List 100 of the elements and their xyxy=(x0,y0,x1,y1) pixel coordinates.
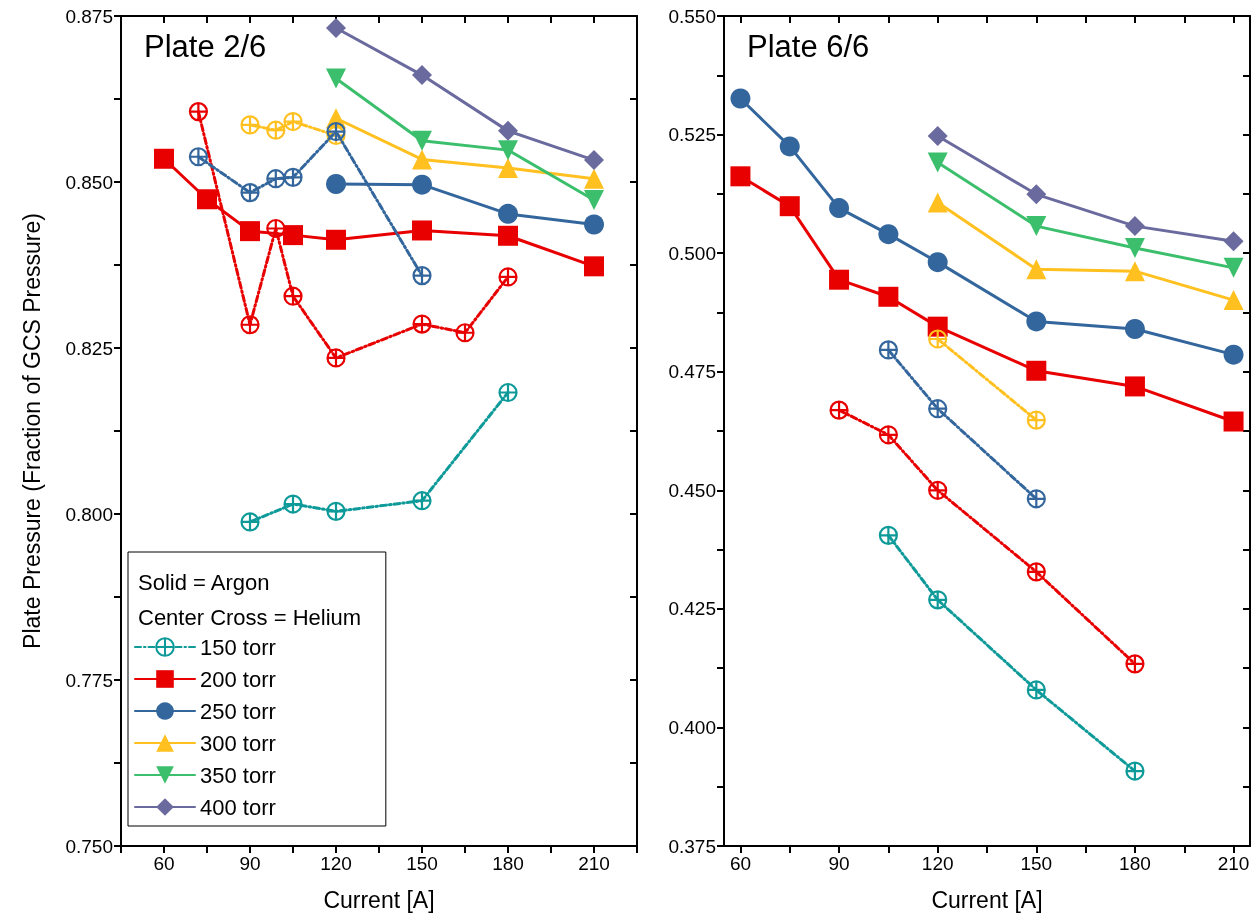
point xyxy=(1026,184,1047,205)
legend-label: 250 torr xyxy=(200,698,276,724)
point xyxy=(1026,216,1047,237)
chart-title: Plate 6/6 xyxy=(747,29,870,64)
legend-label: 200 torr xyxy=(200,666,276,692)
point xyxy=(1026,562,1046,582)
x-tick-label: 210 xyxy=(1217,853,1250,874)
point xyxy=(240,512,260,532)
point xyxy=(412,491,432,511)
y-tick-label: 0.525 xyxy=(668,124,716,146)
y-tick-label: 0.775 xyxy=(65,669,113,691)
point xyxy=(1125,654,1145,674)
y-tick-label: 0.825 xyxy=(65,337,113,359)
point xyxy=(928,329,948,349)
point xyxy=(326,229,346,250)
point xyxy=(927,192,948,213)
point xyxy=(283,225,303,246)
point xyxy=(1026,311,1047,332)
point xyxy=(412,149,432,170)
point xyxy=(326,501,346,521)
x-tick-label: 120 xyxy=(921,853,954,874)
point xyxy=(829,198,850,219)
x-axis-title: Current [A] xyxy=(931,886,1043,913)
point xyxy=(1124,261,1145,282)
point xyxy=(878,286,899,307)
x-tick-label: 180 xyxy=(1119,853,1151,874)
point xyxy=(584,256,604,277)
x-tick-label: 180 xyxy=(492,853,524,874)
point xyxy=(779,196,800,217)
y-axis-title: Plate Pressure (Fraction of GCS Pressure) xyxy=(18,213,45,649)
point xyxy=(1026,360,1047,381)
point xyxy=(412,314,432,334)
point xyxy=(878,525,898,545)
point xyxy=(1124,216,1145,237)
x-axis-title: Current [A] xyxy=(323,886,435,913)
point xyxy=(498,382,518,403)
point xyxy=(829,269,850,290)
point xyxy=(584,168,604,189)
point xyxy=(283,494,303,514)
point xyxy=(283,286,303,306)
point xyxy=(498,225,518,246)
y-tick-label: 0.850 xyxy=(65,171,113,193)
point xyxy=(1026,410,1046,430)
point xyxy=(326,348,346,368)
point xyxy=(878,340,898,360)
x-tick-label: 150 xyxy=(1020,853,1053,874)
point xyxy=(1125,761,1145,781)
point xyxy=(283,111,303,132)
legend-label: 150 torr xyxy=(200,634,276,660)
point xyxy=(240,221,260,242)
point xyxy=(730,166,751,187)
point xyxy=(1223,290,1244,311)
point xyxy=(1223,411,1244,432)
point xyxy=(412,130,432,151)
x-tick-label: 210 xyxy=(578,853,610,874)
x-tick-label: 90 xyxy=(828,853,850,874)
point xyxy=(266,120,286,140)
point xyxy=(878,425,898,445)
point xyxy=(1124,319,1145,340)
y-tick-label: 0.800 xyxy=(65,503,113,525)
point xyxy=(240,115,260,135)
legend-title: Solid = Argon Center Cross = Helium xyxy=(138,570,362,630)
point xyxy=(240,183,260,203)
point xyxy=(326,68,346,89)
x-tick-label: 60 xyxy=(153,853,175,874)
point xyxy=(584,150,604,171)
point xyxy=(779,136,800,157)
x-tick-label: 120 xyxy=(320,853,352,874)
y-tick-label: 0.550 xyxy=(668,5,716,27)
point xyxy=(498,140,518,161)
point xyxy=(1124,376,1145,397)
point xyxy=(1223,257,1244,278)
point xyxy=(188,102,208,122)
point xyxy=(455,323,475,343)
point xyxy=(412,266,432,286)
legend-label: 350 torr xyxy=(200,762,276,788)
point xyxy=(927,152,948,173)
point xyxy=(240,315,260,335)
point xyxy=(188,147,208,167)
x-tick-label: 60 xyxy=(729,853,752,874)
point xyxy=(584,214,604,235)
y-tick-label: 0.475 xyxy=(668,361,716,383)
legend-label: 300 torr xyxy=(200,730,276,756)
legend-label: 400 torr xyxy=(200,794,276,820)
point xyxy=(498,158,518,179)
point xyxy=(829,400,849,420)
point xyxy=(1223,344,1244,365)
point xyxy=(412,65,432,86)
point xyxy=(584,189,604,210)
point xyxy=(1124,237,1145,258)
point xyxy=(498,120,518,141)
point xyxy=(1026,259,1047,280)
point xyxy=(1026,489,1046,509)
y-tick-label: 0.875 xyxy=(65,5,113,27)
point xyxy=(412,174,432,195)
point xyxy=(326,174,346,194)
y-tick-label: 0.750 xyxy=(65,835,113,857)
point xyxy=(326,17,346,38)
point xyxy=(927,252,948,273)
point xyxy=(498,267,518,287)
